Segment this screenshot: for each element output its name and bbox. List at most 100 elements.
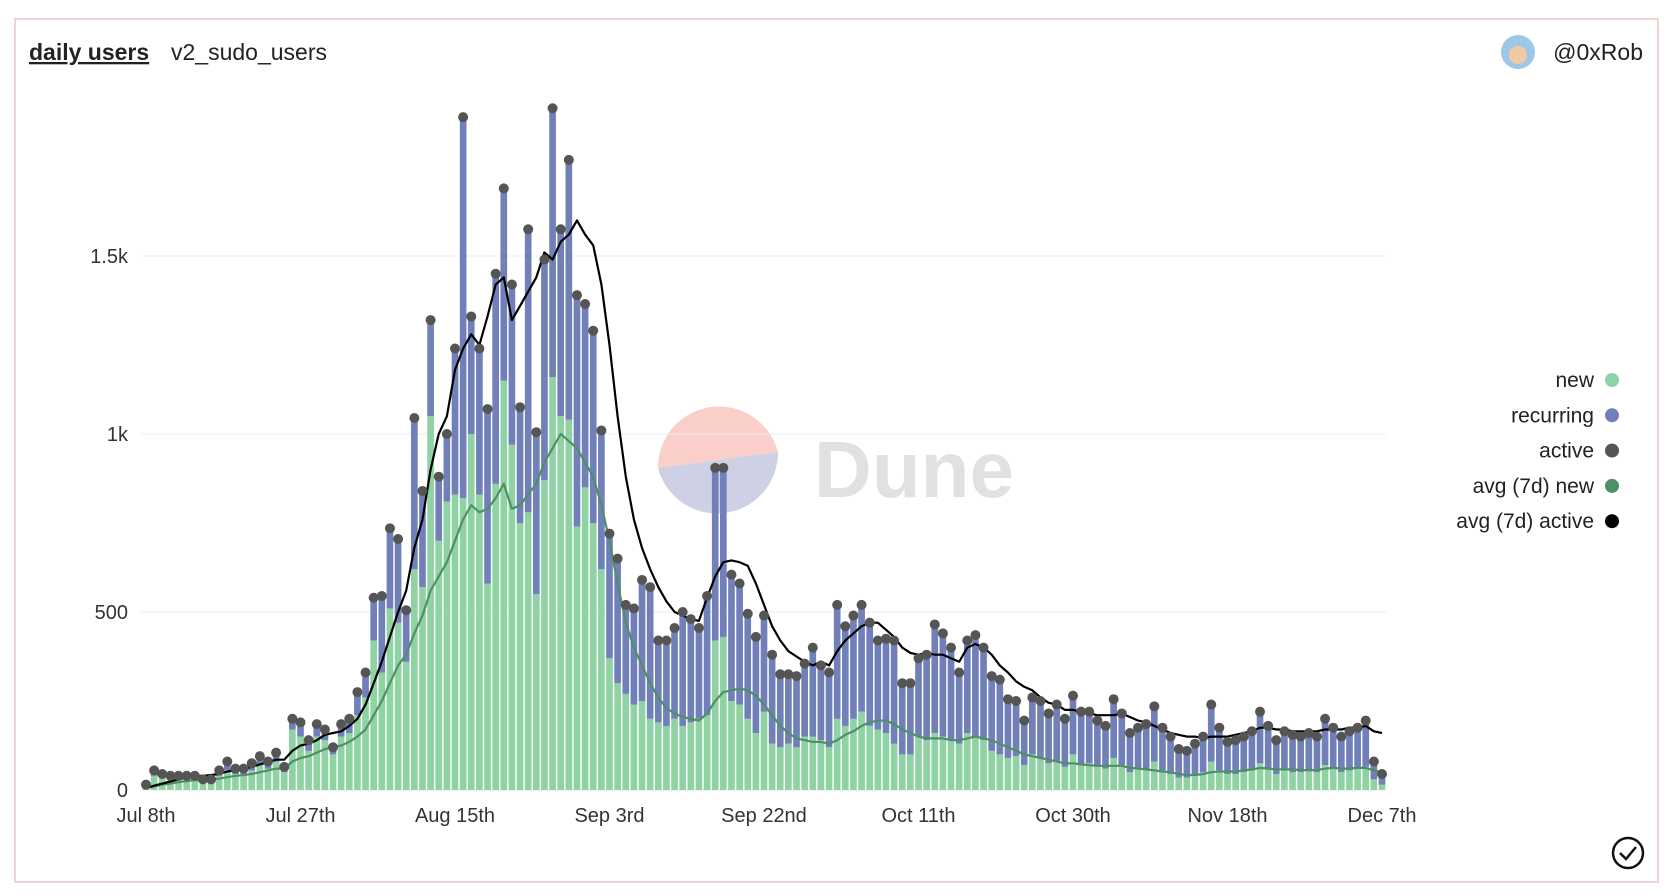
dot: [734, 578, 745, 589]
dot: [669, 623, 680, 634]
bar-segment: [898, 754, 906, 790]
bar-segment: [1102, 725, 1109, 769]
author[interactable]: @0xRob: [1553, 39, 1643, 65]
bar-segment: [1305, 770, 1313, 790]
dot: [1092, 715, 1103, 726]
dot: [1336, 731, 1347, 742]
bar-segment: [345, 733, 353, 790]
dot: [921, 649, 932, 660]
bar-segment: [833, 718, 841, 790]
bar-segment: [996, 754, 1004, 790]
dot: [1002, 694, 1013, 705]
dot: [1303, 728, 1314, 739]
dot: [742, 608, 753, 619]
dot: [417, 485, 428, 496]
bar-segment: [589, 330, 597, 523]
bar-segment: [638, 579, 646, 701]
bar-segment: [1264, 768, 1272, 790]
dot: [1051, 699, 1062, 710]
check-icon[interactable]: [1611, 836, 1645, 870]
dot: [832, 599, 843, 610]
bar-segment: [386, 608, 394, 790]
dot: [840, 621, 851, 632]
plot-area: [141, 103, 1387, 791]
bar-segment: [809, 647, 817, 737]
bar-segment: [240, 773, 247, 790]
dot: [303, 735, 314, 746]
dot: [1011, 696, 1022, 706]
bar-segment: [801, 663, 808, 737]
bar-segment: [573, 295, 581, 527]
dot: [197, 774, 208, 785]
bar-segment: [549, 108, 556, 378]
dot: [710, 462, 721, 473]
bar-segment: [589, 523, 597, 790]
bar-segment: [923, 654, 930, 741]
bar-segment: [622, 693, 630, 790]
bar-segment: [1370, 779, 1378, 790]
dot: [1076, 706, 1087, 717]
bar-segment: [1020, 765, 1028, 790]
dot: [978, 642, 989, 653]
bar-segment: [313, 724, 321, 737]
bar-segment: [427, 320, 434, 417]
bar-segment: [329, 754, 337, 790]
dot: [1238, 731, 1249, 742]
bar-segment: [858, 604, 865, 712]
bar-segment: [532, 594, 540, 790]
bar-segment: [663, 640, 670, 726]
bar-segment: [1118, 713, 1126, 766]
bar-segment: [321, 740, 329, 790]
dot: [189, 770, 200, 781]
bar-segment: [614, 558, 621, 684]
bar-segment: [419, 490, 426, 588]
bar-segment: [1167, 736, 1174, 774]
dot: [450, 343, 460, 354]
bar-segment: [1037, 757, 1044, 790]
legend-swatch: [1605, 478, 1619, 493]
bar-segment: [736, 583, 743, 705]
y-tick-label: 500: [95, 602, 128, 624]
dot: [913, 653, 924, 664]
dot: [1206, 699, 1217, 710]
x-tick-label: Aug 15th: [415, 805, 495, 827]
bar-segment: [1240, 736, 1248, 773]
dot: [791, 671, 802, 682]
bar-segment: [1281, 731, 1288, 769]
dot: [214, 765, 225, 776]
bar-segment: [1012, 701, 1020, 757]
dot: [889, 635, 900, 646]
chart-title[interactable]: daily users: [29, 39, 149, 65]
bar-segment: [362, 672, 369, 698]
watermark: Dune: [657, 406, 1014, 514]
bar-segment: [744, 718, 752, 790]
bar-segment: [890, 743, 898, 790]
dot: [515, 402, 526, 413]
dot: [555, 224, 566, 235]
bar-segment: [606, 658, 613, 790]
bar-segment: [1012, 756, 1020, 790]
bar-segment: [476, 348, 483, 495]
bar-segment: [988, 676, 996, 751]
bar-segment: [874, 729, 882, 790]
bar-segment: [866, 622, 874, 726]
bar-segment: [606, 533, 613, 659]
bar-segment: [882, 638, 890, 734]
dot: [376, 590, 387, 601]
bar-segment: [289, 718, 296, 730]
dot: [571, 290, 582, 301]
dot: [986, 671, 997, 682]
bar-segment: [402, 661, 410, 790]
dot: [1287, 729, 1298, 740]
bar-segment: [264, 768, 272, 790]
bar-segment: [581, 304, 589, 488]
dot: [271, 747, 282, 758]
bar-segment: [1142, 768, 1150, 790]
bar-segment: [451, 348, 459, 495]
dot: [612, 553, 623, 564]
bar-segment: [1378, 773, 1386, 785]
dot: [1149, 701, 1160, 712]
bar-segment: [947, 740, 955, 790]
dot: [181, 770, 192, 781]
bar-segment: [1338, 736, 1345, 773]
